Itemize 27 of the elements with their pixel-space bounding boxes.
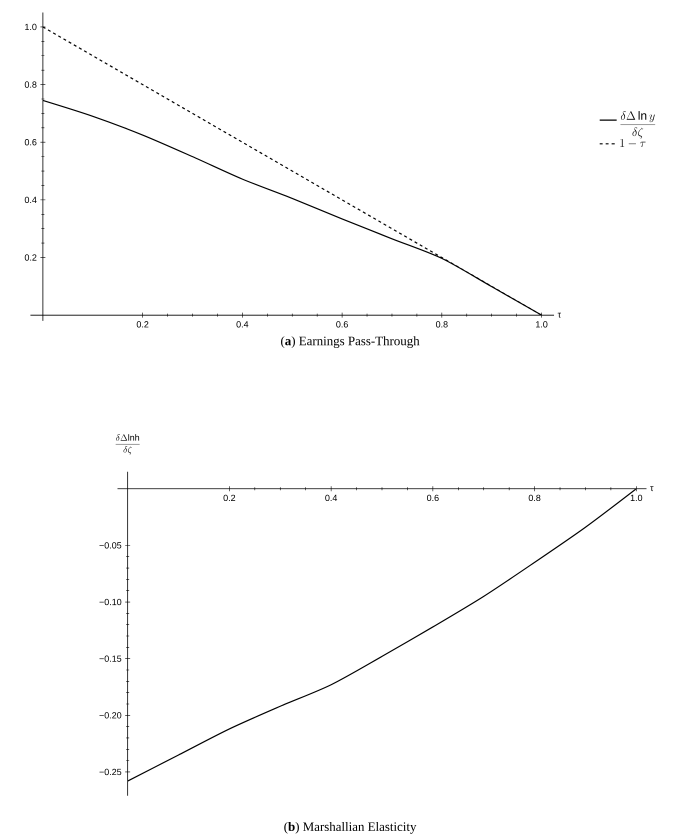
y-axis-title: $\frac{\delta\Delta \mathrm{lnh}}{\delta\zeta}$ — [116, 434, 140, 454]
y-tick-label: −0.25 — [99, 768, 122, 776]
x-tick-label: 1.0 — [536, 321, 548, 328]
x-tick-label: 0.4 — [325, 494, 338, 502]
y-tick-label: −0.15 — [99, 655, 122, 662]
y-tick-label: −0.05 — [99, 542, 122, 549]
x-tick-label: 0.8 — [436, 321, 448, 328]
y-tick-label: −0.20 — [99, 712, 122, 718]
text: (b) Marshallian Elasticity — [284, 822, 416, 834]
y-tick-label: 0.8 — [24, 81, 36, 88]
y-tick-label: 0.4 — [24, 196, 37, 204]
x-tick-label: 0.4 — [236, 321, 248, 328]
x-axis-title: τ — [558, 312, 561, 318]
text: (a) Earnings Pass-Through — [280, 336, 420, 348]
x-tick-label: 0.6 — [426, 494, 439, 502]
y-tick-label: 0.2 — [24, 254, 36, 261]
x-tick-label: 0.2 — [223, 494, 236, 502]
x-tick-label: 1.0 — [630, 494, 642, 502]
x-tick-label: 0.6 — [336, 321, 348, 328]
y-tick-label: 0.6 — [24, 139, 36, 146]
legend-label: $1-\tau$ — [620, 138, 646, 148]
x-tick-label: 0.8 — [528, 494, 540, 502]
x-tick-label: 0.2 — [136, 321, 148, 328]
y-tick-label: −0.10 — [99, 598, 122, 606]
y-tick-label: 1.0 — [25, 24, 36, 30]
legend-label: $\frac{\delta\Delta \ln y}{\delta\zeta}$ — [620, 111, 656, 138]
x-axis-title: τ — [650, 486, 654, 492]
